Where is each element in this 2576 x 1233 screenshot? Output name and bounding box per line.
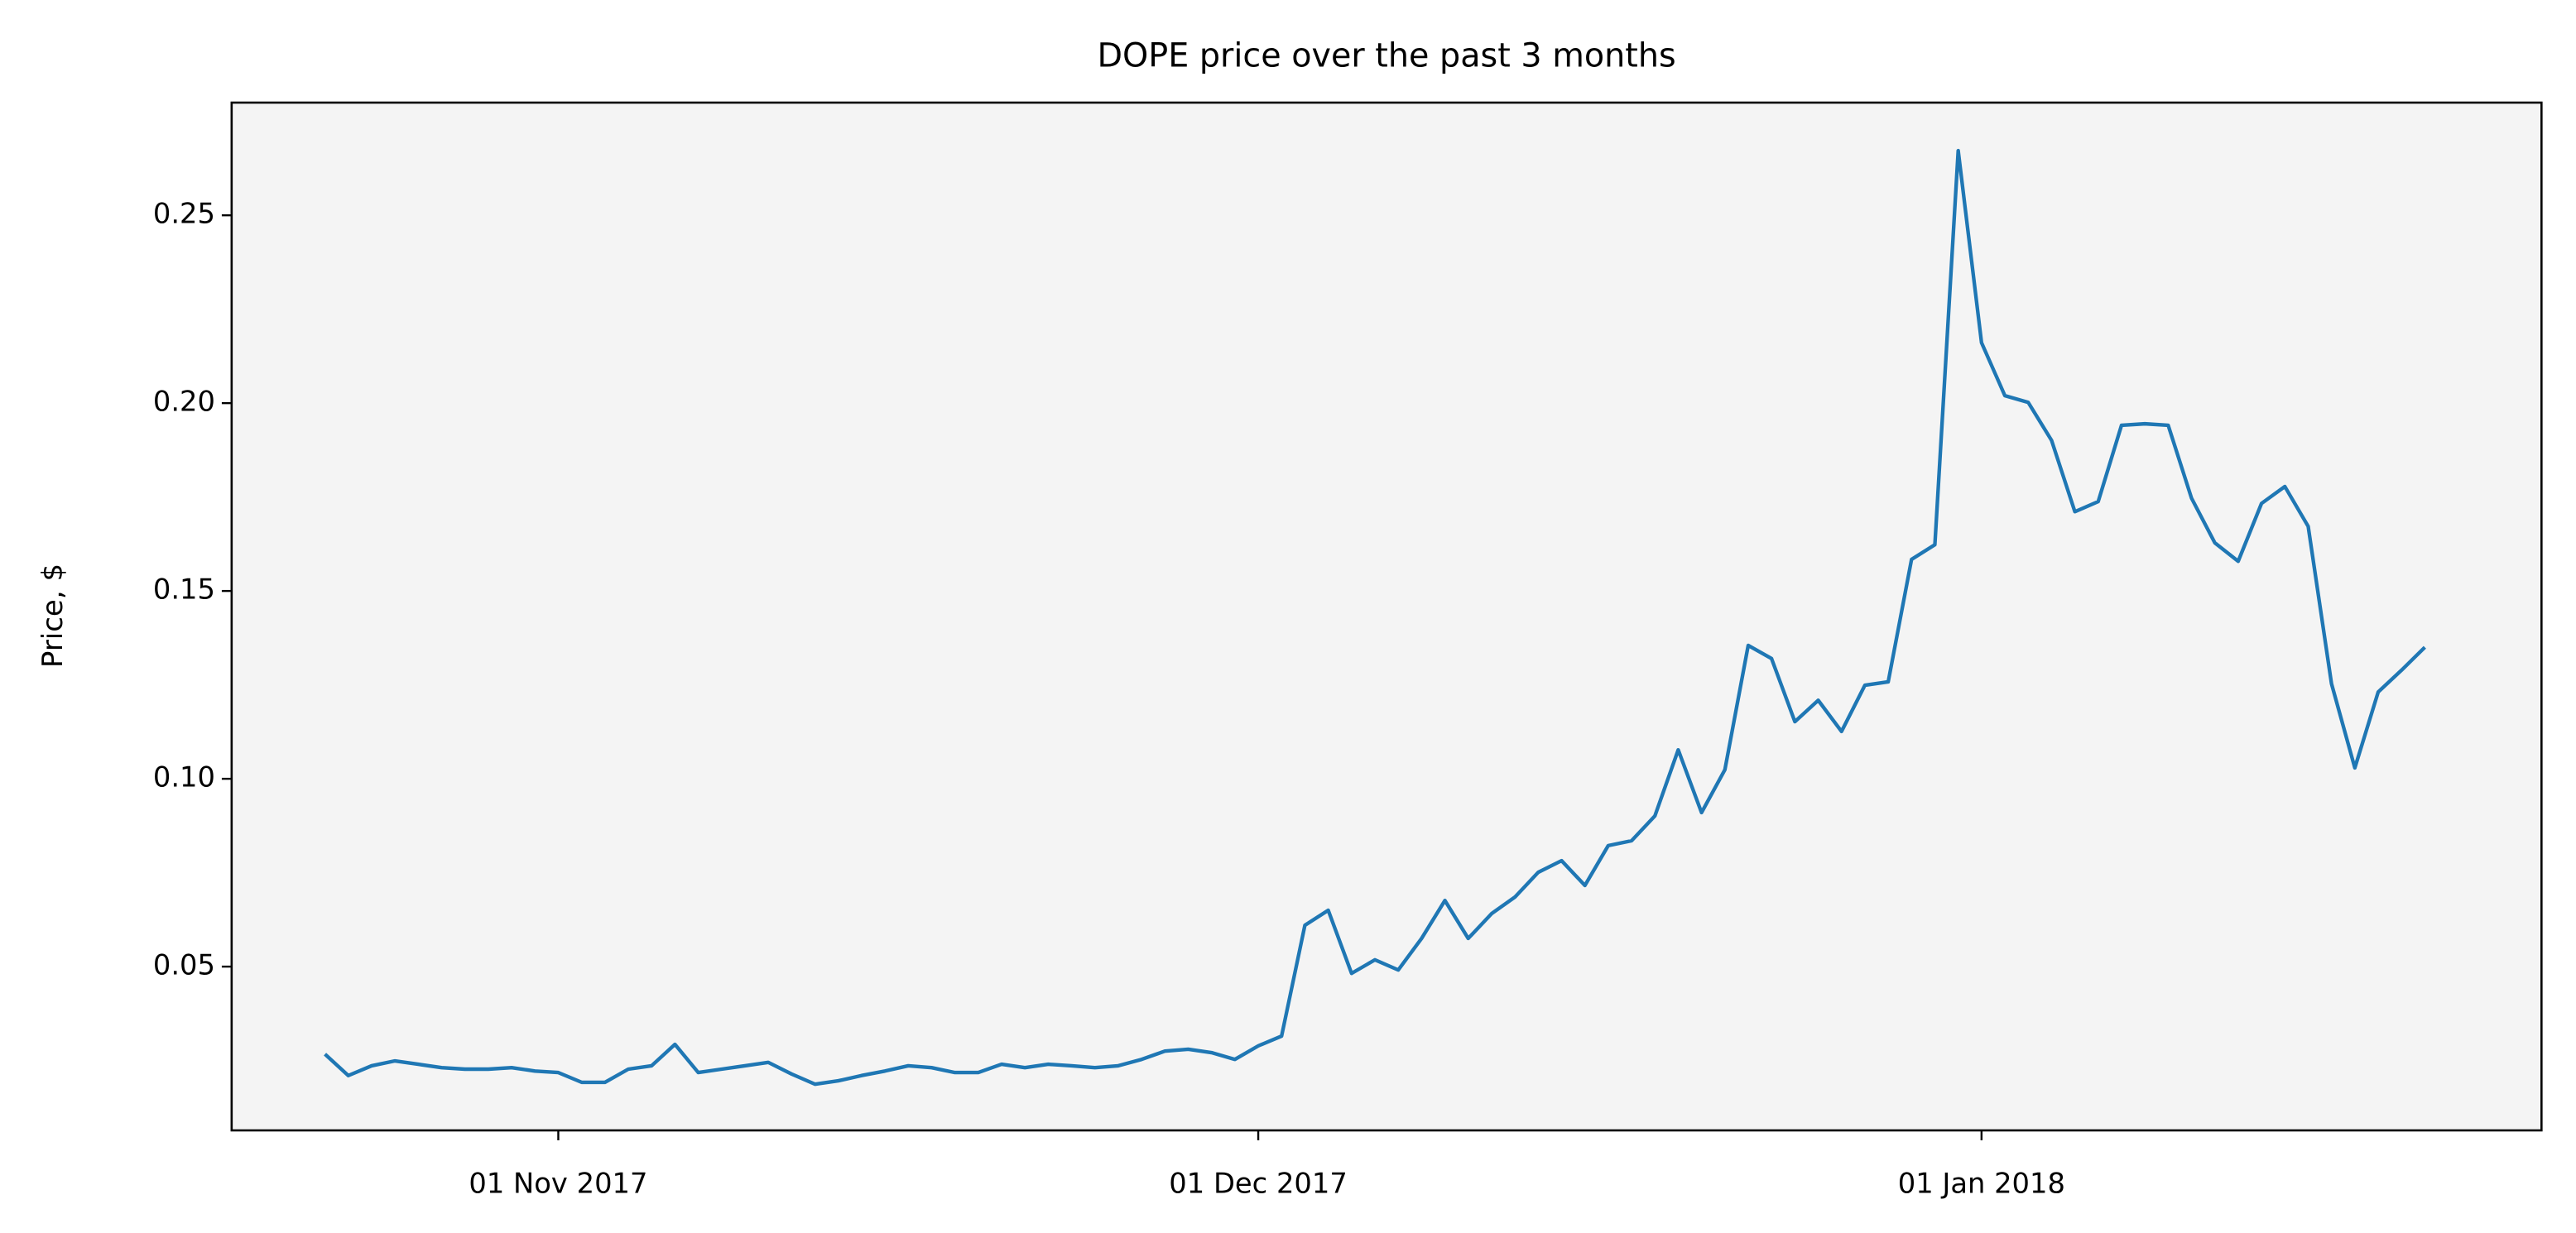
y-tick-label: 0.10	[153, 761, 215, 794]
y-tick-label: 0.15	[153, 573, 215, 606]
chart-title: DOPE price over the past 3 months	[1097, 36, 1675, 74]
x-tick-label: 01 Nov 2017	[469, 1167, 647, 1199]
y-tick-label: 0.05	[153, 948, 215, 981]
price-line	[324, 148, 2426, 1087]
y-tick-label: 0.25	[153, 198, 215, 230]
x-tick-label: 01 Dec 2017	[1169, 1167, 1347, 1199]
axes-frame	[230, 101, 2543, 1132]
y-axis-label: Price, $	[36, 564, 69, 668]
y-tick-label: 0.20	[153, 386, 215, 418]
plot-area	[231, 103, 2542, 1130]
x-tick-label: 01 Jan 2018	[1898, 1167, 2065, 1199]
